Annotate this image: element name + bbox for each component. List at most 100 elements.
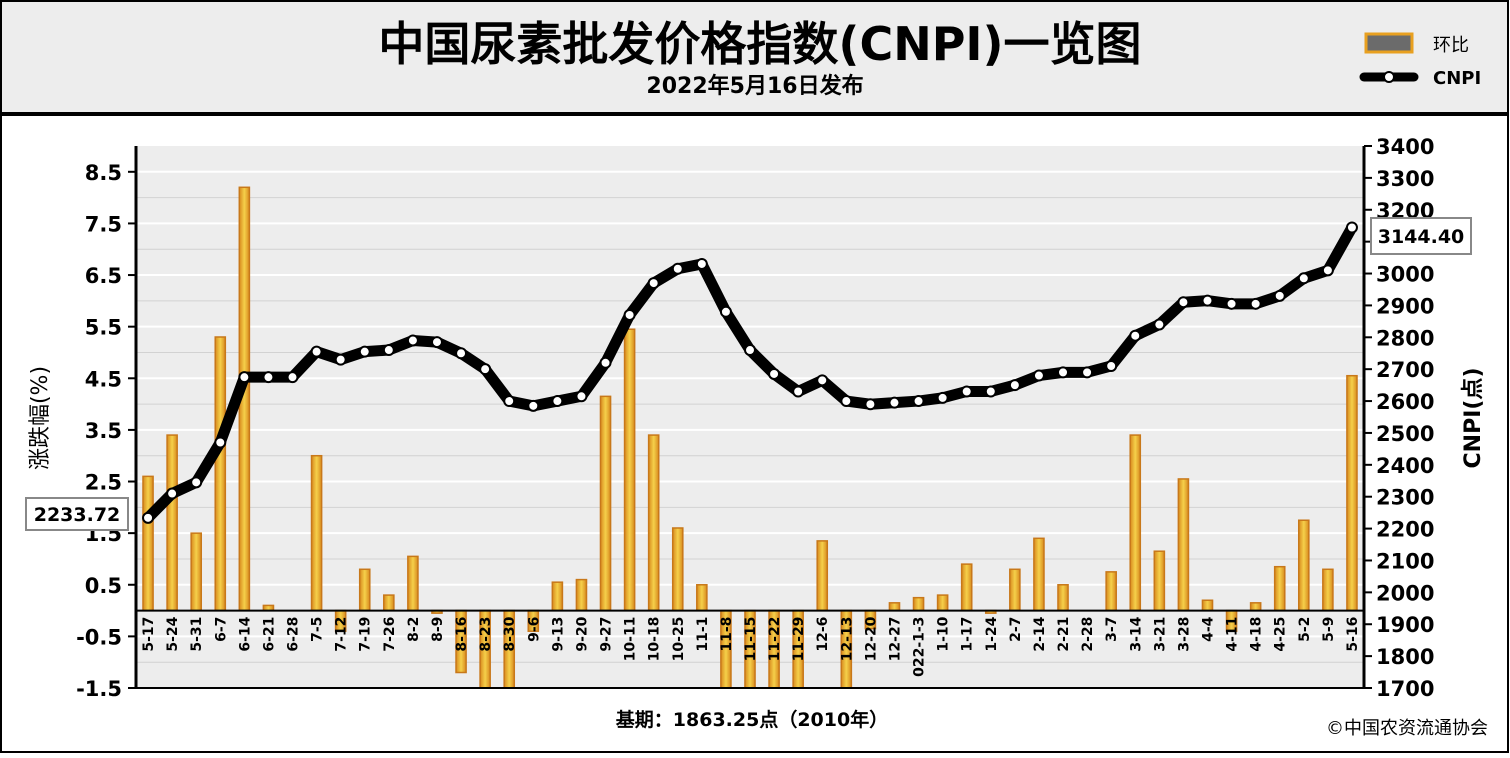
x-tick-label: 11-15 <box>743 617 759 662</box>
bar <box>671 527 684 612</box>
x-tick-label: 2-14 <box>1032 616 1048 651</box>
cnpi-point <box>1153 318 1166 331</box>
left-tick-label: 8.5 <box>85 161 122 185</box>
left-tick-label: 6.5 <box>85 264 122 288</box>
left-tick-label: 0.5 <box>85 574 122 598</box>
x-tick-label: 3-21 <box>1152 617 1168 652</box>
x-tick-label: 12-6 <box>815 617 831 652</box>
x-tick-label: 11-8 <box>719 617 735 652</box>
right-tick-label: 2800 <box>1376 326 1434 350</box>
right-tick-label: 2200 <box>1376 518 1434 542</box>
cnpi-point <box>695 257 708 270</box>
cnpi-point <box>286 371 299 384</box>
bar <box>1201 599 1214 612</box>
bar <box>912 596 925 612</box>
cnpi-point <box>744 344 756 357</box>
right-tick-label: 2500 <box>1376 422 1434 446</box>
x-tick-label: 7-12 <box>334 617 350 652</box>
cnpi-point <box>142 511 155 524</box>
x-tick-label: 3-14 <box>1128 616 1144 651</box>
right-tick-label: 2300 <box>1376 486 1434 510</box>
cnpi-point <box>214 436 227 449</box>
legend-bar-swatch <box>1364 32 1414 54</box>
bar <box>214 336 227 612</box>
last-value-box <box>1370 217 1472 255</box>
x-tick-label: 5-17 <box>141 617 157 652</box>
bar <box>1057 584 1069 612</box>
chart-subtitle: 2022年5月16日发布 <box>646 73 863 99</box>
cnpi-point <box>455 347 468 360</box>
x-tick-label: 8-30 <box>502 616 518 651</box>
bar <box>1322 568 1334 612</box>
cnpi-point <box>623 308 636 321</box>
cnpi-point <box>984 385 997 398</box>
bar <box>551 581 564 612</box>
x-tick-label: 3-28 <box>1176 617 1192 652</box>
x-tick-label: 12-13 <box>839 617 855 662</box>
cnpi-point <box>575 390 588 403</box>
bar <box>310 454 323 612</box>
first-value-callout: 2233.72 <box>25 497 129 531</box>
cnpi-point <box>406 334 419 347</box>
x-tick-label: 5-16 <box>1345 617 1361 652</box>
bar <box>936 594 949 612</box>
x-tick-label: 1-24 <box>984 616 1000 651</box>
cnpi-point <box>382 344 395 357</box>
right-tick-label: 1700 <box>1376 677 1434 701</box>
cnpi-point <box>262 371 275 384</box>
x-tick-label: 11-22 <box>767 617 783 662</box>
x-tick-label: 3-7 <box>1104 617 1120 642</box>
right-tick-label: 2000 <box>1376 581 1434 605</box>
last-value-callout: 3144.40 <box>1370 217 1472 255</box>
gridlines <box>136 170 1364 689</box>
left-tick-label: 3.5 <box>85 419 122 443</box>
x-axis-labels: 5-17 5-24 5-31 6-7 6-14 6-21 6-28 7-5 7-12 7-19 7-… <box>141 616 1361 677</box>
cnpi-point <box>1081 366 1094 379</box>
x-tick-label: 5-2 <box>1297 617 1313 642</box>
bar <box>1033 537 1045 612</box>
cnpi-point <box>527 399 540 412</box>
cnpi-point <box>936 391 949 404</box>
right-axis-title: CNPI(点) <box>1460 368 1486 469</box>
cnpi-point <box>647 277 660 290</box>
right-tick-label: 2100 <box>1376 549 1434 573</box>
right-tick-label: 2900 <box>1376 294 1434 318</box>
cnpi-point <box>358 345 371 358</box>
bar <box>190 532 203 612</box>
header-band <box>0 0 1509 114</box>
bar <box>1129 434 1142 612</box>
base-period-note: 基期：1863.25点（2010年） <box>615 708 888 731</box>
x-tick-label: 7-5 <box>310 617 326 642</box>
x-tick-label: 11-29 <box>791 617 807 662</box>
cnpi-point <box>1057 366 1070 379</box>
legend-bar-label: 环比 <box>1433 35 1469 56</box>
x-tick-label: 6-21 <box>261 617 277 652</box>
cnpi-point <box>1177 296 1190 309</box>
cnpi-point <box>1129 329 1142 342</box>
bar <box>816 540 829 612</box>
x-tick-label: 2-7 <box>1008 617 1024 642</box>
bar <box>599 395 612 612</box>
copyright-note: ©中国农资流通协会 <box>1326 718 1488 739</box>
bar <box>166 434 178 612</box>
cnpi-point <box>1273 289 1286 302</box>
cnpi-point <box>768 367 781 380</box>
last-value-label: 3144.40 <box>1378 226 1465 248</box>
cnpi-point <box>190 476 203 489</box>
cnpi-point <box>816 374 829 387</box>
cnpi-point <box>671 262 684 275</box>
x-tick-label: 2-28 <box>1080 617 1096 652</box>
bar <box>1273 565 1286 612</box>
cnpi-point <box>1032 369 1045 382</box>
x-tick-label: 9-13 <box>550 617 566 652</box>
right-tick-label: 3000 <box>1376 263 1434 287</box>
cnpi-point <box>1225 297 1238 310</box>
left-tick-label: 5.5 <box>85 316 122 340</box>
left-tick-label: 2.5 <box>85 471 122 495</box>
left-axis-title: 涨跌幅(%) <box>28 366 53 470</box>
bar <box>142 475 154 612</box>
bar <box>1249 602 1262 612</box>
bar <box>407 555 419 612</box>
cnpi-point <box>888 396 901 409</box>
